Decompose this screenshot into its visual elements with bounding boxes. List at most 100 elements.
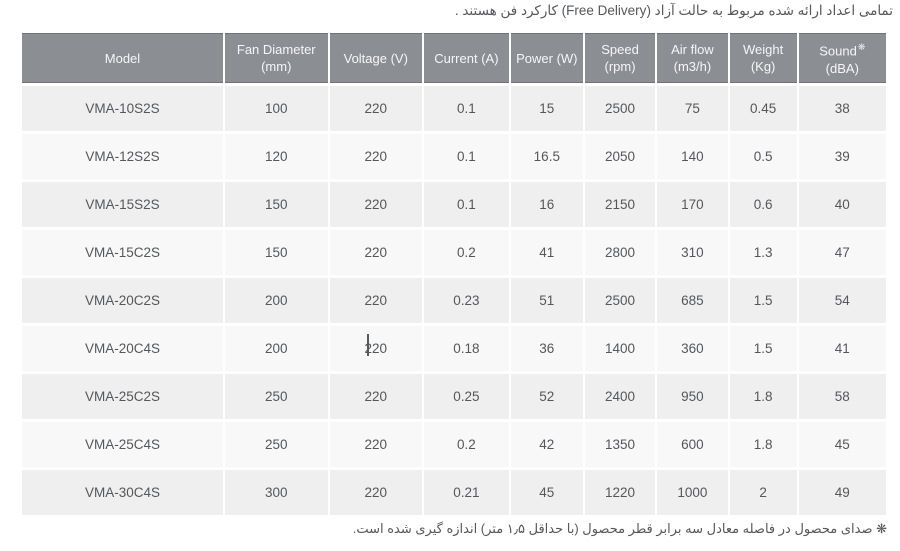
- value-cell: 51: [510, 278, 583, 323]
- value-cell: 140: [657, 134, 728, 179]
- value-cell: 15: [510, 86, 583, 131]
- table-row: VMA-15C2S 150 220 0.2 41 2800 310 1.3 47: [22, 230, 886, 275]
- value-cell: 1000: [657, 470, 728, 515]
- value-cell: 1.8: [729, 422, 797, 467]
- value-cell: 150: [224, 230, 328, 275]
- value-cell: 0.23: [423, 278, 509, 323]
- text-cursor: [367, 334, 369, 356]
- value-cell: 200: [224, 278, 328, 323]
- value-cell: 220: [329, 230, 422, 275]
- value-cell: 1400: [584, 326, 656, 371]
- value-cell: 220: [329, 182, 422, 227]
- value-cell: 41: [798, 326, 886, 371]
- value-cell: 0.45: [729, 86, 797, 131]
- value-cell: 38: [798, 86, 886, 131]
- col-header-model: Model: [22, 33, 223, 83]
- sound-label: Sound: [819, 43, 857, 59]
- table-row: VMA-20C2S 200 220 0.23 51 2500 685 1.5 54: [22, 278, 886, 323]
- value-cell: 2150: [584, 182, 656, 227]
- value-cell: 1.8: [729, 374, 797, 419]
- value-cell: 0.2: [423, 230, 509, 275]
- free-delivery-note: تمامی اعداد ارائه شده مربوط به حالت آزاد…: [454, 3, 893, 18]
- value-cell: 40: [798, 182, 886, 227]
- model-cell: VMA-25C4S: [22, 422, 223, 467]
- value-cell: 49: [798, 470, 886, 515]
- table-row: VMA-15S2S 150 220 0.1 16 2150 170 0.6 40: [22, 182, 886, 227]
- value-cell: 58: [798, 374, 886, 419]
- value-cell: 16: [510, 182, 583, 227]
- value-cell: 220: [329, 326, 422, 371]
- value-cell: 2800: [584, 230, 656, 275]
- table-body: VMA-10S2S 100 220 0.1 15 2500 75 0.45 38 VMA-12S2…: [22, 86, 886, 515]
- header-row: Model Fan Diameter (mm) Voltage (V) Curr…: [22, 33, 886, 83]
- value-cell: 0.1: [423, 182, 509, 227]
- value-cell: 100: [224, 86, 328, 131]
- value-cell: 2050: [584, 134, 656, 179]
- value-cell: 360: [657, 326, 728, 371]
- model-cell: VMA-30C4S: [22, 470, 223, 515]
- table-row: VMA-12S2S 120 220 0.1 16.5 2050 140 0.5 39: [22, 134, 886, 179]
- value-cell: 1.5: [729, 326, 797, 371]
- value-cell: 52: [510, 374, 583, 419]
- value-cell: 220: [329, 278, 422, 323]
- value-cell: 36: [510, 326, 583, 371]
- value-cell: 220: [329, 470, 422, 515]
- fan-spec-table: Model Fan Diameter (mm) Voltage (V) Curr…: [20, 30, 888, 518]
- model-cell: VMA-12S2S: [22, 134, 223, 179]
- value-cell: 150: [224, 182, 328, 227]
- table-row: VMA-30C4S 300 220 0.21 45 1220 1000 2 49: [22, 470, 886, 515]
- value-cell: 45: [510, 470, 583, 515]
- value-cell: 1.3: [729, 230, 797, 275]
- value-cell: 220: [329, 86, 422, 131]
- col-header-airflow: Air flow (m3/h): [657, 33, 728, 83]
- model-cell: VMA-20C2S: [22, 278, 223, 323]
- sound-footnote-star-icon: ❋: [857, 42, 866, 53]
- value-cell: 300: [224, 470, 328, 515]
- value-cell: 250: [224, 422, 328, 467]
- col-header-fan-diameter: Fan Diameter (mm): [224, 33, 328, 83]
- value-cell: 2500: [584, 86, 656, 131]
- col-header-voltage: Voltage (V): [329, 33, 422, 83]
- value-cell: 1220: [584, 470, 656, 515]
- value-cell: 1.5: [729, 278, 797, 323]
- col-header-current: Current (A): [423, 33, 509, 83]
- value-cell: 0.25: [423, 374, 509, 419]
- value-cell: 54: [798, 278, 886, 323]
- value-cell: 1350: [584, 422, 656, 467]
- value-cell: 0.1: [423, 86, 509, 131]
- model-cell: VMA-25C2S: [22, 374, 223, 419]
- model-cell: VMA-15C2S: [22, 230, 223, 275]
- table-row: VMA-10S2S 100 220 0.1 15 2500 75 0.45 38: [22, 86, 886, 131]
- value-cell: 310: [657, 230, 728, 275]
- value-cell: 0.18: [423, 326, 509, 371]
- value-cell: 220: [329, 374, 422, 419]
- model-cell: VMA-10S2S: [22, 86, 223, 131]
- value-cell: 600: [657, 422, 728, 467]
- value-cell: 685: [657, 278, 728, 323]
- value-cell: 47: [798, 230, 886, 275]
- col-header-speed: Speed (rpm): [584, 33, 656, 83]
- sound-measurement-footnote: ❋ صدای محصول در فاصله معادل سه برابر قطر…: [352, 521, 887, 536]
- value-cell: 2: [729, 470, 797, 515]
- value-cell: 42: [510, 422, 583, 467]
- value-cell: 41: [510, 230, 583, 275]
- value-cell: 45: [798, 422, 886, 467]
- col-header-sound: Sound❋ (dBA): [798, 33, 886, 83]
- value-cell: 120: [224, 134, 328, 179]
- model-cell: VMA-20C4S: [22, 326, 223, 371]
- value-cell: 950: [657, 374, 728, 419]
- model-cell: VMA-15S2S: [22, 182, 223, 227]
- value-cell: 250: [224, 374, 328, 419]
- value-cell: 220: [329, 422, 422, 467]
- value-cell: 0.21: [423, 470, 509, 515]
- value-cell: 0.1: [423, 134, 509, 179]
- value-cell: 0.2: [423, 422, 509, 467]
- value-cell: 0.6: [729, 182, 797, 227]
- col-header-weight: Weight (Kg): [729, 33, 797, 83]
- value-cell: 0.5: [729, 134, 797, 179]
- value-cell: 16.5: [510, 134, 583, 179]
- table-row: VMA-20C4S 200 220 0.18 36 1400 360 1.5 41: [22, 326, 886, 371]
- value-cell: 75: [657, 86, 728, 131]
- value-cell: 220: [329, 134, 422, 179]
